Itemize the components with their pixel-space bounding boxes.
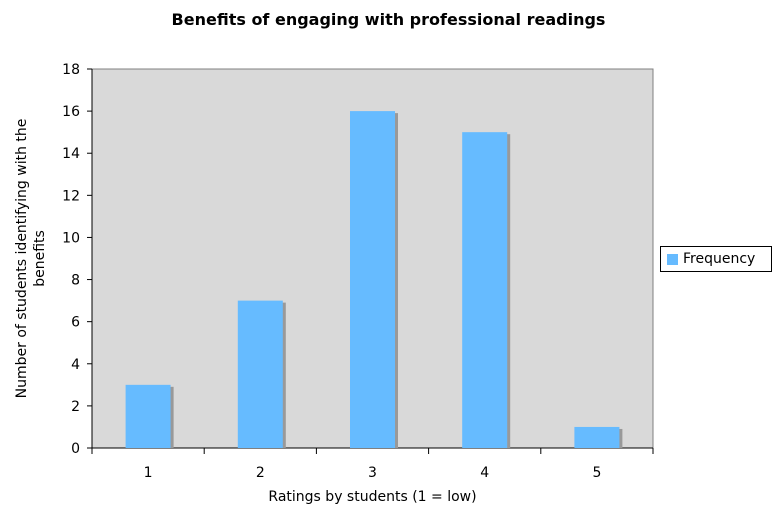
bar-2 <box>237 300 283 448</box>
y-tick-label: 8 <box>71 273 80 289</box>
y-axis-label-line: benefits <box>32 230 48 287</box>
x-tick-label: 1 <box>144 465 153 481</box>
y-tick-label: 12 <box>62 188 80 204</box>
y-tick-label: 4 <box>71 357 80 373</box>
x-tick-label: 4 <box>480 465 489 481</box>
y-tick-label: 2 <box>71 399 80 415</box>
legend-label: Frequency <box>683 251 756 267</box>
x-tick-label: 5 <box>592 465 601 481</box>
y-tick-label: 0 <box>71 441 80 457</box>
legend-swatch <box>667 253 678 265</box>
y-axis-title: Number of students identifying with the b… <box>14 119 48 399</box>
legend: Frequency <box>660 246 772 272</box>
y-axis-ticks: 0 2 4 6 8 10 12 14 16 18 <box>62 62 653 457</box>
bar-1 <box>125 384 171 448</box>
y-tick-label: 16 <box>62 104 80 120</box>
bar-3 <box>350 111 395 448</box>
y-tick-label: 14 <box>62 146 80 162</box>
y-tick-label: 18 <box>62 62 80 78</box>
y-tick-label: 10 <box>62 230 80 246</box>
bar-5 <box>574 426 620 448</box>
chart-title: Benefits of engaging with professional r… <box>171 10 606 29</box>
y-axis-label-line: Number of students identifying with the <box>14 119 30 399</box>
bar-4 <box>462 132 508 448</box>
x-axis-ticks: 1 2 3 4 5 <box>91 448 654 481</box>
y-tick-label: 6 <box>71 315 80 331</box>
x-tick-label: 3 <box>368 465 377 481</box>
bars <box>125 111 623 448</box>
x-axis-label: Ratings by students (1 = low) <box>268 489 477 505</box>
x-tick-label: 2 <box>256 465 265 481</box>
